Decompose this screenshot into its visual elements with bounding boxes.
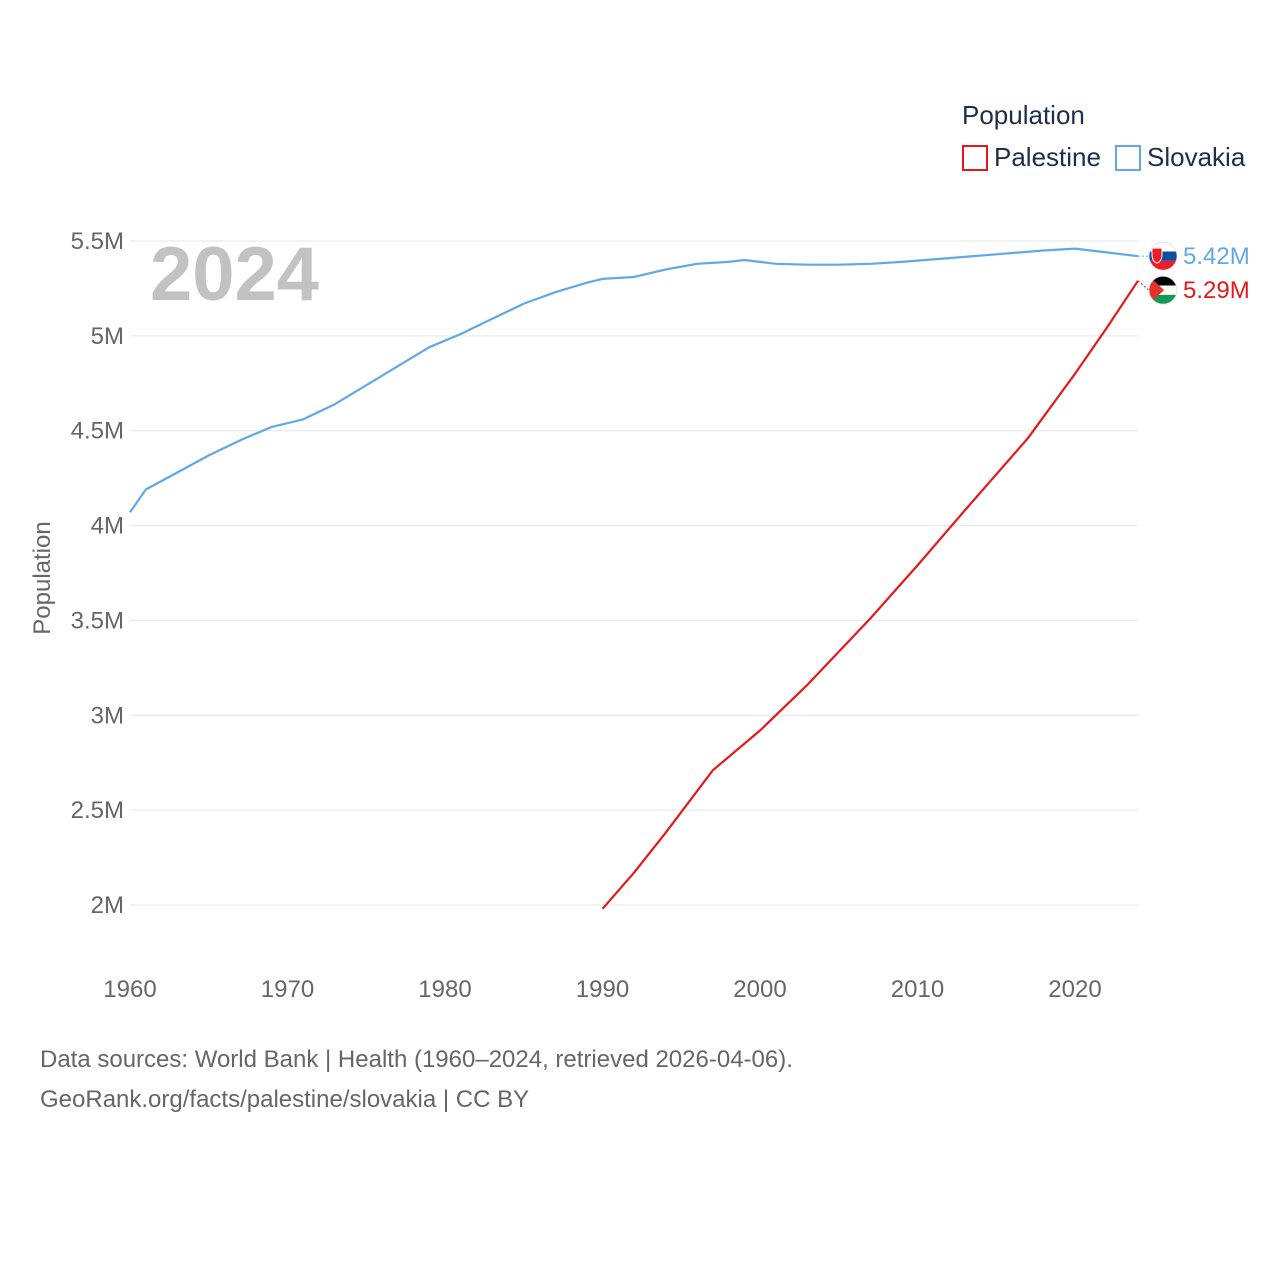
palestine-flag-icon <box>1148 275 1178 305</box>
end-value-label: 5.42M <box>1183 243 1250 270</box>
end-connector <box>1137 280 1150 291</box>
slovakia-flag-icon <box>1148 241 1178 271</box>
series-lines <box>129 247 1139 910</box>
x-tick-label: 2000 <box>733 976 786 1003</box>
y-axis-ticks: 2M 2.5M 3M 3.5M 4M 4.5M 5M 5.5M <box>71 228 124 919</box>
series-line-slovakia <box>129 247 1139 513</box>
end-value-label: 5.29M <box>1183 277 1250 304</box>
flag-border <box>1148 241 1178 271</box>
flag-stripe <box>1149 276 1177 286</box>
legend-swatch <box>962 145 988 171</box>
legend-label: Slovakia <box>1147 142 1246 172</box>
y-tick-label: 4M <box>91 513 124 540</box>
y-tick-label: 3.5M <box>71 607 124 634</box>
legend-swatch <box>1115 145 1141 171</box>
x-tick-label: 2020 <box>1048 976 1101 1003</box>
y-axis-title: Population <box>29 521 56 634</box>
footer: Data sources: World Bank | Health (1960–… <box>40 1040 793 1120</box>
x-tick-label: 1960 <box>103 976 156 1003</box>
flag-graphic <box>1149 242 1177 271</box>
flag-emblem <box>1151 247 1163 264</box>
x-axis-ticks: 1960 1970 1980 1990 2000 2010 2020 <box>103 976 1101 1003</box>
flag-border <box>1148 275 1178 305</box>
x-tick-label: 1990 <box>576 976 629 1003</box>
y-tick-label: 4.5M <box>71 418 124 445</box>
gridlines <box>130 240 1138 906</box>
x-tick-label: 1980 <box>418 976 471 1003</box>
y-tick-label: 3M <box>91 702 124 729</box>
flag-stripe <box>1149 242 1177 252</box>
end-markers: 5.42M 5.29M <box>1137 241 1250 305</box>
legend-title: Population <box>962 100 1085 130</box>
year-label: 2024 <box>150 232 319 317</box>
flag-stripe <box>1149 294 1177 305</box>
legend-label: Palestine <box>994 142 1101 172</box>
y-tick-label: 5.5M <box>71 228 124 255</box>
y-tick-label: 5M <box>91 323 124 350</box>
x-tick-label: 2010 <box>891 976 944 1003</box>
data-sources-note: Data sources: World Bank | Health (1960–… <box>40 1046 793 1073</box>
flag-triangle <box>1149 276 1164 305</box>
y-tick-label: 2.5M <box>71 797 124 824</box>
flag-graphic <box>1149 276 1177 305</box>
legend: Population Palestine Slovakia <box>962 100 1246 172</box>
x-tick-label: 1970 <box>261 976 314 1003</box>
legend-item-slovakia[interactable]: Slovakia <box>1115 142 1246 172</box>
y-tick-label: 2M <box>91 892 124 919</box>
flag-stripe <box>1149 260 1177 271</box>
series-line-palestine <box>601 280 1139 910</box>
credit-link[interactable]: GeoRank.org/facts/palestine/slovakia | C… <box>40 1086 530 1113</box>
flag-stripe <box>1149 251 1177 261</box>
legend-item-palestine[interactable]: Palestine <box>962 142 1101 172</box>
